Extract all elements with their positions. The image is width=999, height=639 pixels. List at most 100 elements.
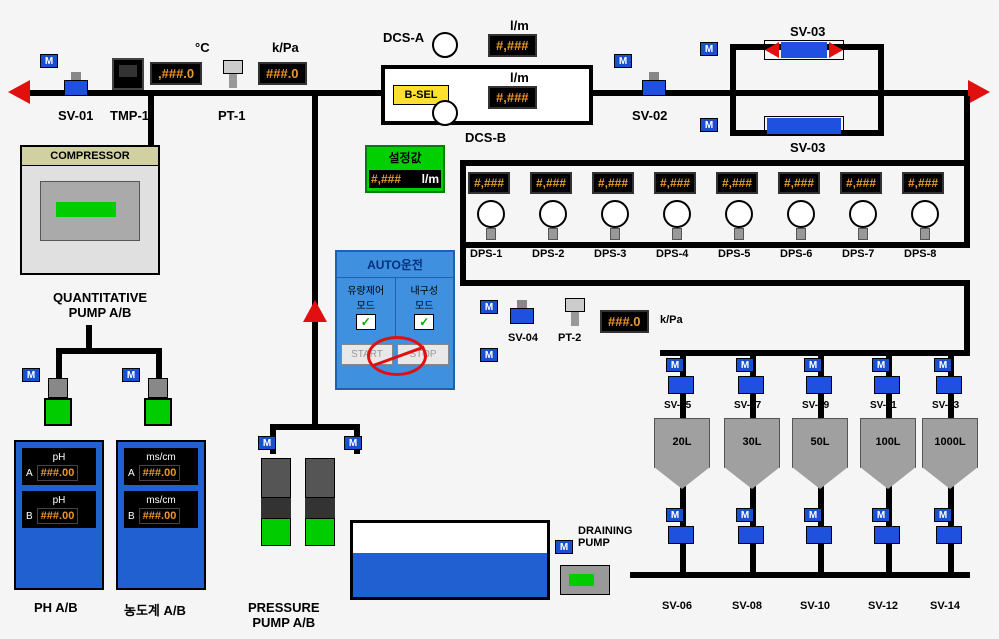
pipe-center-v [312, 96, 318, 426]
cond-b-value: ###.00 [139, 508, 181, 524]
dps-unit[interactable] [782, 196, 820, 240]
tmp1-label: TMP-1 [110, 108, 149, 123]
sv03-top-valve[interactable] [764, 40, 844, 60]
dps-unit[interactable] [720, 196, 758, 240]
sv03-bot-label: SV-03 [790, 140, 825, 155]
top-valve-label: SV-09 [802, 400, 829, 411]
pipe-qp-h [56, 348, 162, 354]
drain-pump[interactable] [560, 555, 630, 600]
bot-valve[interactable] [736, 522, 766, 550]
dps-unit[interactable] [472, 196, 510, 240]
pipe-hopper-rv [964, 280, 970, 356]
pipe-right-down [964, 96, 970, 164]
cond-unit-a: ms/cm [128, 452, 194, 463]
bot-valve-label: SV-08 [732, 600, 762, 612]
quant-pump-b[interactable] [142, 378, 174, 428]
setpoint-panel[interactable]: 설정값 #,###l/m [365, 145, 445, 193]
ph-unit-a: pH [26, 452, 92, 463]
sv04-valve[interactable] [508, 300, 536, 326]
pt1-display: ###.0 [258, 62, 307, 85]
top-valve-label: SV-11 [870, 400, 897, 411]
pressure-pump-a[interactable] [256, 458, 296, 558]
dps-label: DPS-8 [904, 248, 936, 260]
m-indicator: M [480, 300, 498, 314]
tmp1-device[interactable] [112, 58, 144, 90]
sv03-bot-valve[interactable] [764, 116, 844, 136]
dps-label: DPS-3 [594, 248, 626, 260]
hopper: 50L [792, 418, 848, 489]
cond-unit-b: ms/cm [128, 495, 194, 506]
dcsb-unit: l/m [510, 70, 529, 85]
bot-valve[interactable] [934, 522, 964, 550]
m-indicator: M [736, 508, 754, 522]
pt2-unit: k/Pa [660, 314, 683, 326]
pipe-hopper-bot [630, 572, 970, 578]
quant-pump-label: QUANTITATIVE PUMP A/B [40, 290, 160, 320]
bot-valve[interactable] [804, 522, 834, 550]
dps-label: DPS-6 [780, 248, 812, 260]
top-valve-label: SV-07 [734, 400, 761, 411]
compressor-title: COMPRESSOR [22, 147, 158, 166]
dps-display: #,### [654, 172, 696, 194]
pt2-device[interactable] [562, 298, 588, 328]
top-valve-label: SV-05 [664, 400, 691, 411]
pipe-sv04-h [460, 280, 970, 286]
pt2-display: ###.0 [600, 310, 649, 333]
hopper-label: 1000L [922, 436, 978, 448]
bot-valve-label: SV-14 [930, 600, 960, 612]
dcsa-label: DCS-A [383, 30, 424, 45]
top-valve[interactable] [666, 372, 696, 400]
pipe-qp-l [56, 348, 62, 378]
ph-b-label: B [26, 511, 33, 522]
pipe-dps-l [460, 160, 466, 248]
dcsa-display: #,### [488, 34, 537, 57]
top-valve[interactable] [934, 372, 964, 400]
dps-unit[interactable] [596, 196, 634, 240]
quant-pump-a[interactable] [42, 378, 74, 428]
dcsb-icon [432, 100, 458, 126]
top-valve[interactable] [872, 372, 902, 400]
dps-label: DPS-1 [470, 248, 502, 260]
dps-label: DPS-5 [718, 248, 750, 260]
dps-unit[interactable] [844, 196, 882, 240]
setpoint-unit: l/m [422, 172, 439, 186]
m-indicator: M [736, 358, 754, 372]
sv02-valve[interactable] [640, 72, 668, 98]
m-indicator: M [934, 358, 952, 372]
pt1-device[interactable] [220, 60, 246, 90]
pipe-qp-r [156, 348, 162, 378]
bot-valve[interactable] [872, 522, 902, 550]
pipe-sv04-lv [460, 248, 466, 284]
bot-valve[interactable] [666, 522, 696, 550]
pressure-pump-b[interactable] [300, 458, 340, 558]
auto-control-panel: AUTO운전 유량제어 모드✓ 내구성 모드✓ START STOP [335, 250, 455, 390]
bsel-box: B-SEL [381, 65, 593, 125]
sv01-valve[interactable] [62, 72, 90, 98]
bot-valve-label: SV-06 [662, 600, 692, 612]
cond-tank: ms/cm A###.00 ms/cm B###.00 [116, 440, 206, 590]
compressor-icon [40, 181, 140, 241]
hopper: 20L [654, 418, 710, 489]
auto-mode-durability[interactable]: 내구성 모드✓ [396, 278, 454, 336]
sv02-label: SV-02 [632, 108, 667, 123]
ph-a-value: ###.00 [37, 465, 79, 481]
check-icon: ✓ [414, 314, 434, 330]
check-icon: ✓ [356, 314, 376, 330]
dps-unit[interactable] [906, 196, 944, 240]
dps-display: #,### [778, 172, 820, 194]
dps-unit[interactable] [534, 196, 572, 240]
pipe-pp-h [270, 424, 360, 430]
top-valve[interactable] [736, 372, 766, 400]
dps-display: #,### [840, 172, 882, 194]
ph-tank: pH A###.00 pH B###.00 [14, 440, 104, 590]
hopper: 1000L [922, 418, 978, 489]
hopper-label: 30L [724, 436, 780, 448]
pt1-unit: k/Pa [272, 40, 299, 55]
auto-mode-flow[interactable]: 유량제어 모드✓ [337, 278, 396, 336]
dps-display: #,### [902, 172, 944, 194]
ph-unit-b: pH [26, 495, 92, 506]
m-indicator: M [804, 508, 822, 522]
pipe-sv03-l [730, 44, 736, 136]
top-valve[interactable] [804, 372, 834, 400]
dps-unit[interactable] [658, 196, 696, 240]
